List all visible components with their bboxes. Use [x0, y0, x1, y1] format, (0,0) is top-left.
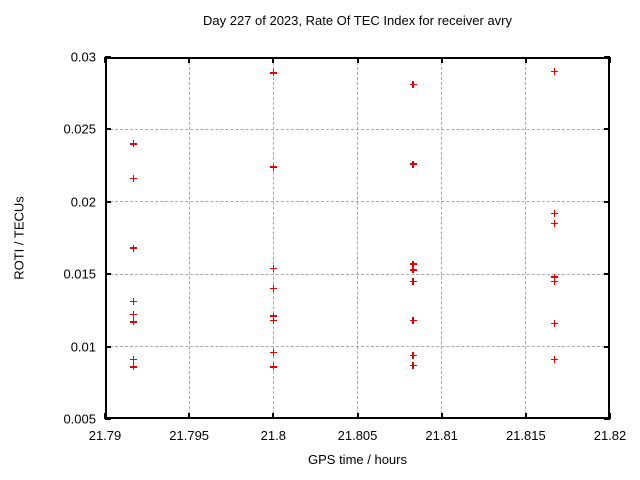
- x-tick-mark: [440, 57, 443, 63]
- x-tick-mark: [440, 413, 443, 419]
- data-point-plus-icon: [409, 81, 417, 88]
- y-tick-label: 0.03: [70, 49, 96, 65]
- data-point-plus-icon: [130, 140, 138, 148]
- x-tick-mark: [356, 57, 359, 63]
- data-point-plus-icon: [130, 356, 138, 364]
- x-tick-label: 21.8: [260, 428, 286, 443]
- x-gridline: [441, 57, 443, 419]
- data-point-plus-icon: [269, 348, 277, 356]
- data-point-plus-icon: [269, 285, 277, 293]
- y-tick-label: 0.015: [63, 266, 96, 282]
- data-point-plus-icon: [409, 266, 417, 274]
- y-tick-label: 0.025: [63, 121, 96, 137]
- x-tick-mark: [188, 57, 191, 63]
- data-point-plus-icon: [409, 361, 417, 369]
- x-tick-mark: [272, 413, 275, 419]
- y-tick-mark: [105, 418, 111, 420]
- data-point-plus-icon: [269, 312, 277, 320]
- data-point-plus-icon: [550, 273, 558, 281]
- x-axis-label: GPS time / hours: [308, 452, 407, 467]
- x-gridline: [272, 57, 274, 419]
- y-tick-label: 0.02: [70, 194, 96, 210]
- data-point-plus-icon: [269, 264, 277, 272]
- x-tick-label: 21.79: [88, 428, 122, 443]
- data-point-plus-icon: [550, 220, 558, 228]
- x-tick-mark: [104, 413, 106, 419]
- data-point-plus-icon: [269, 363, 277, 371]
- data-point-plus-icon: [269, 317, 277, 325]
- y-gridline: [105, 201, 610, 203]
- chart-title: Day 227 of 2023, Rate Of TEC Index for r…: [202, 13, 513, 28]
- y-tick-mark: [105, 345, 111, 348]
- data-point-plus-icon: [550, 319, 558, 327]
- y-tick-mark: [105, 200, 111, 203]
- y-tick-mark: [604, 273, 610, 276]
- y-gridline: [105, 273, 610, 275]
- data-point-plus-icon: [130, 363, 138, 371]
- x-gridline: [188, 57, 190, 419]
- y-tick-label: 0.005: [63, 411, 96, 427]
- data-point-plus-icon: [550, 356, 558, 364]
- data-point-plus-icon: [130, 244, 138, 252]
- data-point-plus-icon: [409, 277, 417, 285]
- data-point-plus-icon: [409, 317, 417, 325]
- x-tick-mark: [188, 413, 191, 419]
- y-tick-mark: [604, 128, 610, 131]
- y-tick-mark: [604, 200, 610, 203]
- data-point-plus-icon: [409, 351, 417, 359]
- data-point-plus-icon: [409, 260, 417, 268]
- plot-area: 21.79 21.795 21.8 21.805 21.81 21.815 21.82 0.0…: [63, 50, 626, 444]
- y-tick-mark: [105, 56, 111, 58]
- data-point-plus-icon: [409, 160, 417, 168]
- x-tick-mark: [609, 57, 611, 63]
- x-tick-mark: [356, 413, 359, 419]
- data-point-plus-icon: [550, 209, 558, 217]
- y-tick-mark: [105, 128, 111, 131]
- data-point-plus-icon: [269, 163, 277, 171]
- x-gridline: [525, 57, 527, 419]
- data-point-plus-icon: [130, 311, 138, 319]
- data-point-plus-icon: [269, 69, 277, 77]
- data-point-plus-icon: [130, 298, 138, 306]
- x-tick-mark: [524, 57, 527, 63]
- x-tick-label: 21.82: [593, 428, 627, 443]
- y-axis-label: ROTI / TECUs: [11, 196, 27, 280]
- y-tick-mark: [105, 273, 111, 276]
- data-point-plus-icon: [550, 67, 558, 75]
- x-tick-label: 21.795: [169, 428, 210, 443]
- data-point-plus-icon: [550, 277, 558, 285]
- y-tick-mark: [604, 345, 610, 348]
- x-tick-mark: [524, 413, 527, 419]
- y-gridline: [105, 128, 610, 130]
- x-tick-mark: [272, 57, 275, 63]
- x-tick-label: 21.805: [337, 428, 378, 443]
- y-tick-mark: [604, 418, 610, 420]
- y-tick-mark: [604, 56, 610, 58]
- x-gridline: [357, 57, 358, 419]
- x-tick-label: 21.81: [425, 428, 458, 443]
- y-gridline: [105, 346, 610, 348]
- data-point-plus-icon: [130, 175, 138, 183]
- x-tick-label: 21.815: [505, 428, 546, 443]
- y-tick-label: 0.01: [70, 339, 96, 355]
- data-point-plus-icon: [130, 318, 138, 326]
- x-tick-mark: [609, 413, 611, 419]
- x-tick-mark: [104, 57, 106, 63]
